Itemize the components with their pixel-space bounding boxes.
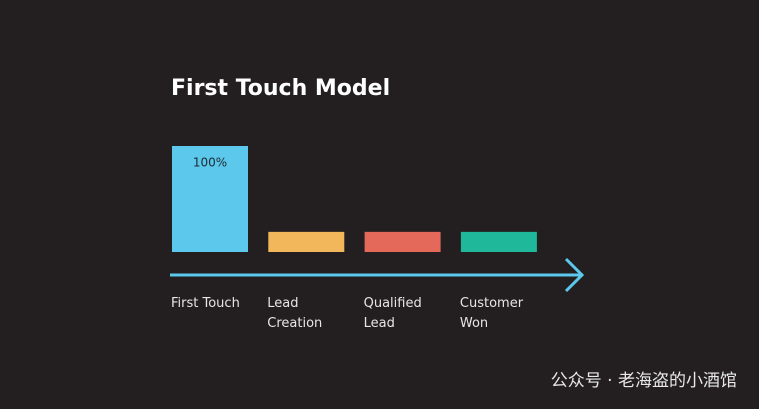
bar: [172, 146, 248, 252]
bar: [268, 231, 345, 252]
x-tick-label: First Touch: [171, 296, 240, 311]
watermark: 公众号 · 老海盗的小酒馆: [550, 371, 737, 391]
x-tick-label: Lead Creation: [267, 296, 323, 331]
x-tick-label: Customer Won: [459, 296, 524, 331]
bar: [364, 231, 441, 252]
chart-title: First Touch Model: [171, 76, 391, 101]
x-tick-label: Qualified Lead: [363, 296, 422, 331]
bar: [460, 231, 537, 252]
value-label: 100%: [193, 156, 227, 170]
arrow-head: [564, 257, 585, 293]
